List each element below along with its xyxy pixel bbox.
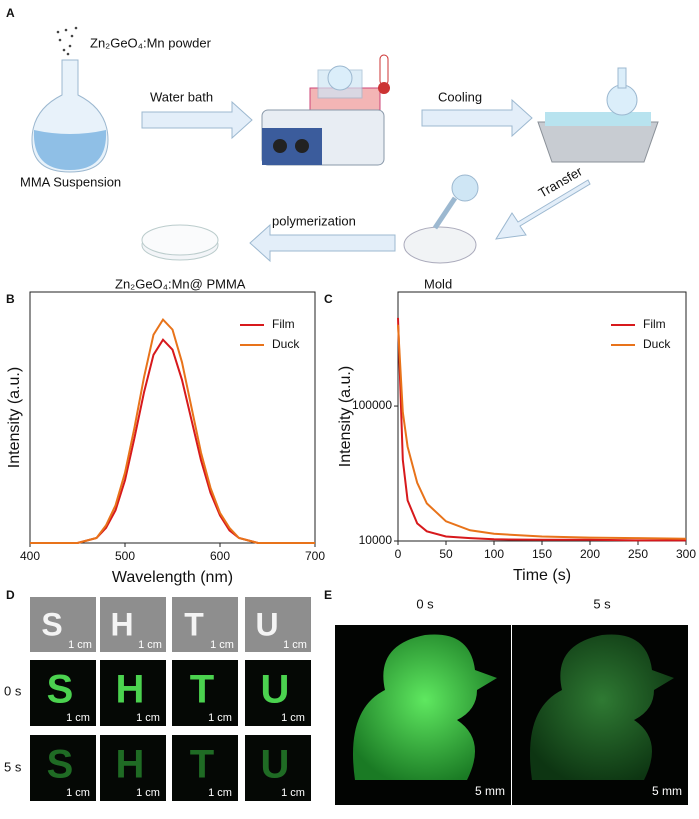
x-tick-label: 700 [305, 549, 325, 563]
mold-label: Mold [424, 276, 452, 291]
panel-label: B [6, 292, 15, 306]
product-label: Zn₂GeO₄:Mn@ PMMA [115, 276, 246, 291]
step-label: Transfer [536, 163, 586, 200]
glow-photo [100, 735, 166, 801]
x-tick-label: 400 [20, 549, 40, 563]
product-film [141, 224, 219, 261]
legend-label: Duck [643, 337, 671, 351]
scale-bar-label: 5 mm [475, 784, 505, 798]
scale-bar-label: 5 mm [652, 784, 682, 798]
legend-label: Film [272, 317, 295, 331]
glow-letter: U [261, 743, 290, 787]
glow-letter: T [190, 668, 214, 712]
scale-bar-label: 1 cm [283, 639, 307, 651]
letter: H [110, 606, 133, 642]
scale-bar-label: 1 cm [66, 712, 90, 724]
y-axis-label: Intensity (a.u.) [6, 367, 23, 468]
duck [353, 634, 497, 780]
x-tick-label: 250 [628, 547, 648, 561]
glow-letter: S [47, 743, 74, 787]
y-tick-label: 100000 [352, 398, 392, 412]
x-tick-label: 500 [115, 549, 135, 563]
powder-label: Zn₂GeO₄:Mn powder [90, 35, 212, 50]
start-label: MMA Suspension [20, 174, 121, 189]
series-line [30, 317, 315, 544]
glow-photo [100, 660, 166, 726]
panel-label: D [6, 588, 15, 602]
x-tick-label: 50 [439, 547, 453, 561]
arrow [495, 179, 591, 240]
glow-letter: H [116, 668, 145, 712]
ice-box [537, 67, 659, 163]
series-line [397, 324, 687, 540]
arrow [141, 100, 253, 140]
series-line [30, 338, 315, 544]
glow-photo [172, 735, 238, 801]
glow-photo [30, 660, 96, 726]
arrow [249, 223, 396, 263]
scale-bar-label: 1 cm [208, 712, 232, 724]
x-tick-label: 100 [484, 547, 504, 561]
letter-photo [172, 597, 238, 652]
scale-bar-label: 1 cm [281, 787, 305, 799]
time-label: 5 s [593, 596, 611, 611]
letter-photo [100, 597, 166, 652]
mold [403, 174, 479, 264]
scale-bar-label: 1 cm [210, 639, 234, 651]
step-label: polymerization [272, 213, 356, 228]
x-tick-label: 300 [676, 547, 696, 561]
flask [31, 59, 109, 173]
row-label: 5 s [4, 759, 22, 774]
x-tick-label: 150 [532, 547, 552, 561]
y-axis-label: Intensity (a.u.) [337, 366, 354, 467]
letter-photo [30, 597, 96, 652]
glow-letter: U [261, 668, 290, 712]
glow-photo [30, 735, 96, 801]
x-tick-label: 0 [395, 547, 402, 561]
letter: S [41, 606, 62, 642]
scale-bar-label: 1 cm [66, 787, 90, 799]
y-tick-label: 10000 [359, 533, 393, 547]
glow-photo [245, 735, 311, 801]
x-axis-label: Wavelength (nm) [112, 569, 233, 586]
panel-label: C [324, 292, 333, 306]
glow-letter: H [116, 743, 145, 787]
plot-frame [29, 291, 316, 544]
x-tick-label: 200 [580, 547, 600, 561]
time-label: 0 s [416, 596, 434, 611]
letter: U [255, 606, 278, 642]
legend-label: Film [643, 317, 666, 331]
panel-label: E [324, 588, 332, 602]
panel-label: A [6, 6, 15, 20]
letter: T [184, 606, 204, 642]
scale-bar-label: 1 cm [208, 787, 232, 799]
x-axis-label: Time (s) [513, 567, 571, 584]
glow-photo [245, 660, 311, 726]
legend-label: Duck [272, 337, 300, 351]
row-label: 0 s [4, 683, 22, 698]
x-tick-label: 600 [210, 549, 230, 563]
scale-bar-label: 1 cm [138, 639, 162, 651]
letter-photo [245, 597, 311, 652]
scale-bar-label: 1 cm [68, 639, 92, 651]
glow-photo [172, 660, 238, 726]
powder [56, 26, 78, 56]
scale-bar-label: 1 cm [136, 712, 160, 724]
duck [530, 634, 674, 780]
scale-bar-label: 1 cm [281, 712, 305, 724]
glow-letter: S [47, 668, 74, 712]
glow-letter: T [190, 743, 214, 787]
scale-bar-label: 1 cm [136, 787, 160, 799]
arrow [421, 98, 533, 138]
step-label: Cooling [438, 89, 482, 104]
series-line [397, 317, 686, 542]
hot-plate [261, 54, 390, 166]
step-label: Water bath [150, 89, 213, 104]
